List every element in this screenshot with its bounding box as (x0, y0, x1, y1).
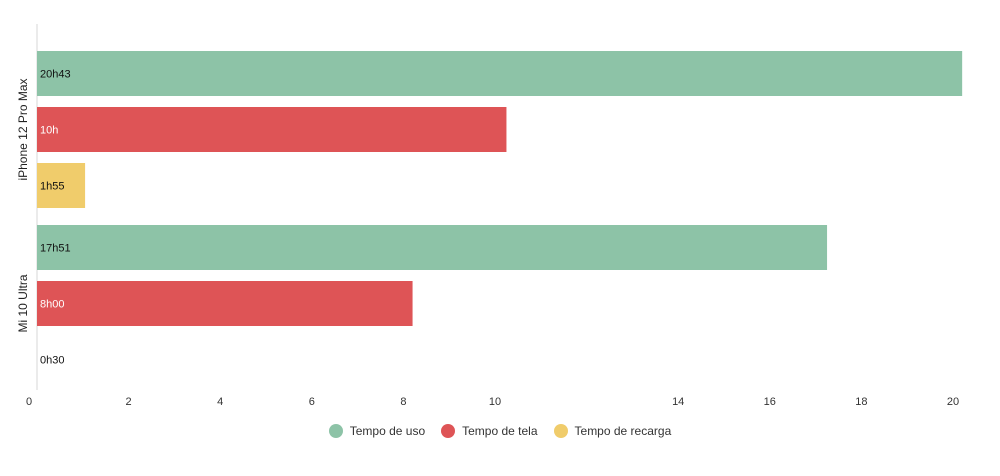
x-tick-label: 10 (489, 396, 501, 408)
data-label-iphone-12-pro-max-tempo-de-recarga: 1h55 (40, 181, 64, 193)
x-tick-label: 4 (217, 396, 223, 408)
bar-chart-svg: 20h43 10h 1h55 17h51 8h00 0h30 0 2 4 6 8 10 14 16 18 2… (16, 24, 963, 408)
bar-iphone-12-pro-max-tempo-de-uso[interactable] (37, 51, 963, 96)
tick-labels: 0 2 4 6 8 10 14 16 18 20 (26, 396, 959, 408)
data-label-iphone-12-pro-max-tempo-de-tela: 10h (40, 125, 58, 137)
bar-iphone-12-pro-max-tempo-de-tela[interactable] (37, 107, 507, 152)
x-tick-label: 20 (947, 396, 959, 408)
legend: Tempo de uso Tempo de tela Tempo de reca… (0, 424, 1000, 438)
bar-mi-10-ultra-tempo-de-tela[interactable] (37, 281, 413, 326)
legend-label-tempo-de-uso: Tempo de uso (349, 424, 426, 438)
bars (37, 51, 963, 326)
category-labels: iPhone 12 Pro Max Mi 10 Ultra (16, 78, 30, 332)
data-label-iphone-12-pro-max-tempo-de-uso: 20h43 (40, 69, 71, 81)
x-tick-label: 14 (672, 396, 684, 408)
legend-swatch-tempo-de-tela (441, 424, 456, 438)
x-tick-label: 0 (26, 396, 32, 408)
bar-iphone-12-pro-max-tempo-de-recarga[interactable] (37, 163, 86, 208)
data-label-mi-10-ultra-tempo-de-recarga: 0h30 (40, 355, 64, 367)
x-tick-label: 6 (309, 396, 315, 408)
legend-item-tempo-de-tela[interactable]: Tempo de tela (441, 424, 538, 438)
data-label-mi-10-ultra-tempo-de-uso: 17h51 (40, 243, 71, 255)
category-label-iphone-12-pro-max: iPhone 12 Pro Max (16, 78, 30, 180)
legend-item-tempo-de-uso[interactable]: Tempo de uso (328, 424, 426, 438)
x-tick-label: 8 (400, 396, 406, 408)
category-label-mi-10-ultra: Mi 10 Ultra (16, 274, 30, 332)
x-tick-label: 2 (126, 396, 132, 408)
legend-swatch-tempo-de-uso (328, 424, 343, 438)
legend-label-tempo-de-recarga: Tempo de recarga (574, 424, 672, 438)
x-tick-label: 16 (764, 396, 776, 408)
x-tick-label: 18 (855, 396, 867, 408)
bar-labels: 20h43 10h 1h55 17h51 8h00 0h30 (40, 69, 71, 367)
legend-swatch-tempo-de-recarga (553, 424, 568, 438)
legend-item-tempo-de-recarga[interactable]: Tempo de recarga (553, 424, 672, 438)
legend-label-tempo-de-tela: Tempo de tela (462, 424, 538, 438)
bar-mi-10-ultra-tempo-de-uso[interactable] (37, 225, 828, 270)
data-label-mi-10-ultra-tempo-de-tela: 8h00 (40, 299, 64, 311)
